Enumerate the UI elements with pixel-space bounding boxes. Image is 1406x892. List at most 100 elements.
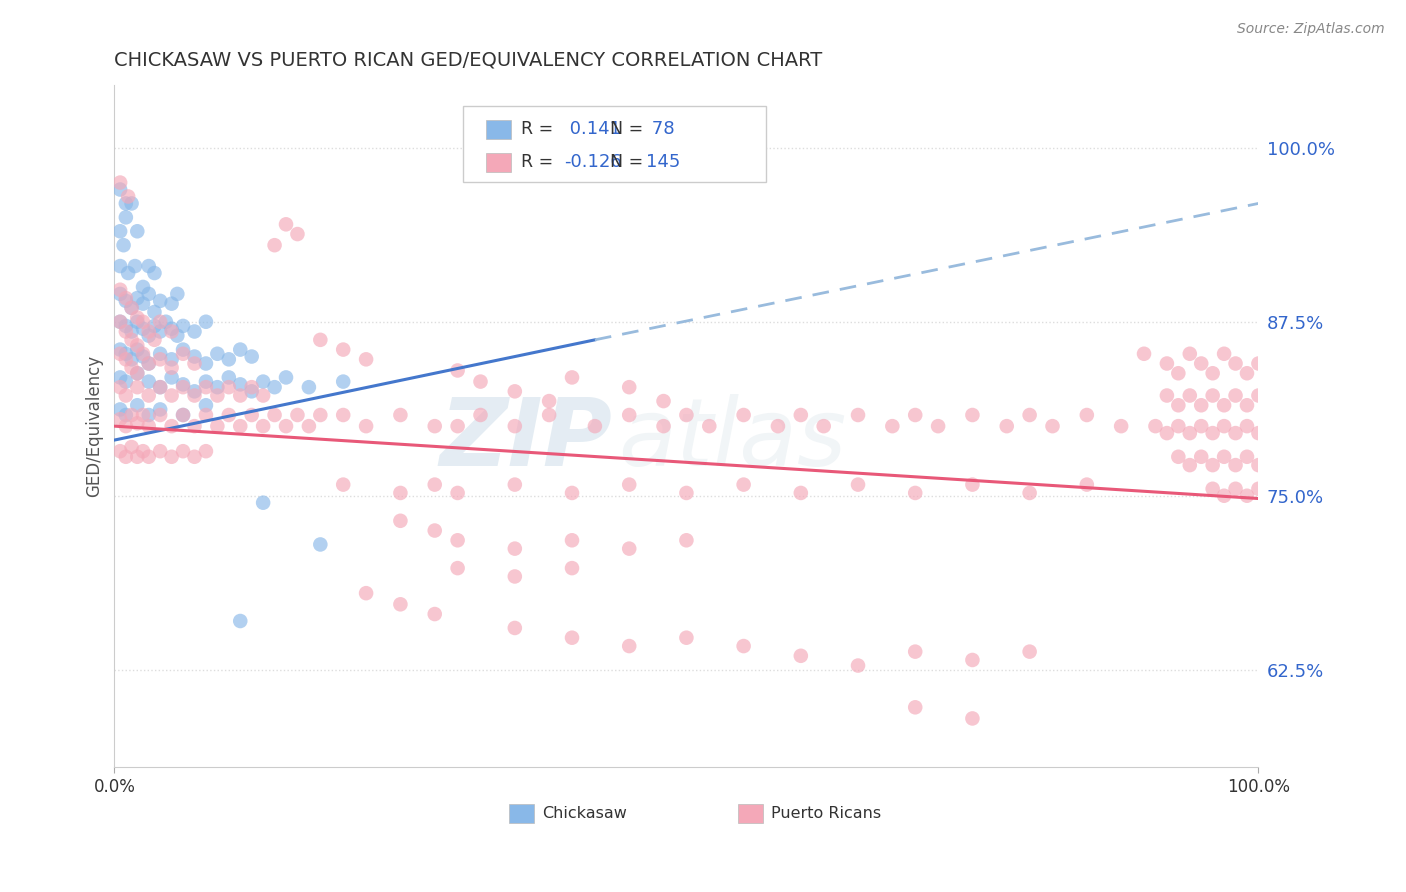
Point — [790, 486, 813, 500]
Point — [229, 343, 252, 357]
Point — [132, 315, 155, 329]
Point — [121, 408, 143, 422]
Point — [1189, 419, 1212, 434]
Point — [115, 419, 138, 434]
Point — [143, 305, 166, 319]
Point — [108, 224, 131, 238]
Point — [652, 394, 675, 409]
Point — [108, 315, 131, 329]
Point — [354, 352, 377, 367]
Point — [1201, 458, 1223, 472]
FancyBboxPatch shape — [738, 804, 763, 823]
Point — [252, 419, 274, 434]
Point — [423, 477, 446, 491]
Point — [207, 347, 229, 361]
Point — [1201, 366, 1223, 380]
Point — [108, 370, 131, 384]
Point — [561, 370, 583, 384]
Point — [149, 325, 172, 339]
Point — [1247, 388, 1270, 402]
Point — [108, 286, 131, 301]
Point — [108, 347, 131, 361]
Point — [108, 182, 131, 196]
Point — [127, 450, 149, 464]
Point — [503, 621, 526, 635]
Point — [1167, 398, 1189, 412]
Point — [132, 444, 155, 458]
Point — [846, 477, 869, 491]
Point — [194, 408, 217, 422]
Point — [183, 357, 205, 371]
Point — [149, 315, 172, 329]
Point — [274, 419, 297, 434]
Point — [194, 315, 217, 329]
Point — [423, 524, 446, 538]
Point — [115, 196, 138, 211]
Point — [172, 347, 194, 361]
Point — [1178, 458, 1201, 472]
Text: N =: N = — [610, 120, 648, 137]
Point — [652, 419, 675, 434]
Point — [127, 315, 149, 329]
Point — [962, 711, 984, 725]
Point — [160, 322, 183, 336]
Point — [1189, 398, 1212, 412]
Point — [149, 352, 172, 367]
Point — [619, 408, 641, 422]
Point — [503, 384, 526, 399]
Point — [115, 325, 138, 339]
Point — [1201, 482, 1223, 496]
Point — [733, 408, 755, 422]
Point — [108, 259, 131, 273]
Point — [143, 266, 166, 280]
Point — [138, 450, 160, 464]
Point — [183, 450, 205, 464]
Point — [619, 477, 641, 491]
Point — [1189, 450, 1212, 464]
Point — [127, 291, 149, 305]
Text: 78: 78 — [647, 120, 675, 137]
Point — [1018, 486, 1040, 500]
Point — [143, 318, 166, 333]
Point — [194, 375, 217, 389]
Point — [127, 366, 149, 380]
Point — [121, 325, 143, 339]
Text: R =: R = — [520, 153, 558, 171]
Text: ZIP: ZIP — [439, 393, 612, 486]
Point — [132, 350, 155, 364]
Point — [354, 419, 377, 434]
Point — [138, 419, 160, 434]
Point — [112, 238, 135, 252]
Point — [121, 196, 143, 211]
Point — [332, 375, 354, 389]
Point — [229, 614, 252, 628]
Point — [995, 419, 1018, 434]
Point — [194, 357, 217, 371]
Point — [240, 384, 263, 399]
Point — [332, 408, 354, 422]
Point — [218, 380, 240, 394]
Point — [172, 377, 194, 392]
Point — [149, 444, 172, 458]
Point — [1178, 347, 1201, 361]
Point — [121, 360, 143, 375]
Point — [389, 597, 412, 611]
Point — [619, 541, 641, 556]
FancyBboxPatch shape — [509, 804, 534, 823]
Point — [1018, 645, 1040, 659]
Point — [470, 375, 492, 389]
Point — [160, 370, 183, 384]
Point — [446, 486, 468, 500]
Point — [287, 408, 309, 422]
Point — [160, 419, 183, 434]
Point — [149, 408, 172, 422]
Point — [115, 408, 138, 422]
Point — [183, 388, 205, 402]
Text: Puerto Ricans: Puerto Ricans — [770, 806, 882, 821]
Point — [155, 315, 177, 329]
Point — [1247, 357, 1270, 371]
Point — [172, 318, 194, 333]
Point — [1236, 419, 1258, 434]
Point — [124, 259, 146, 273]
FancyBboxPatch shape — [486, 120, 512, 139]
